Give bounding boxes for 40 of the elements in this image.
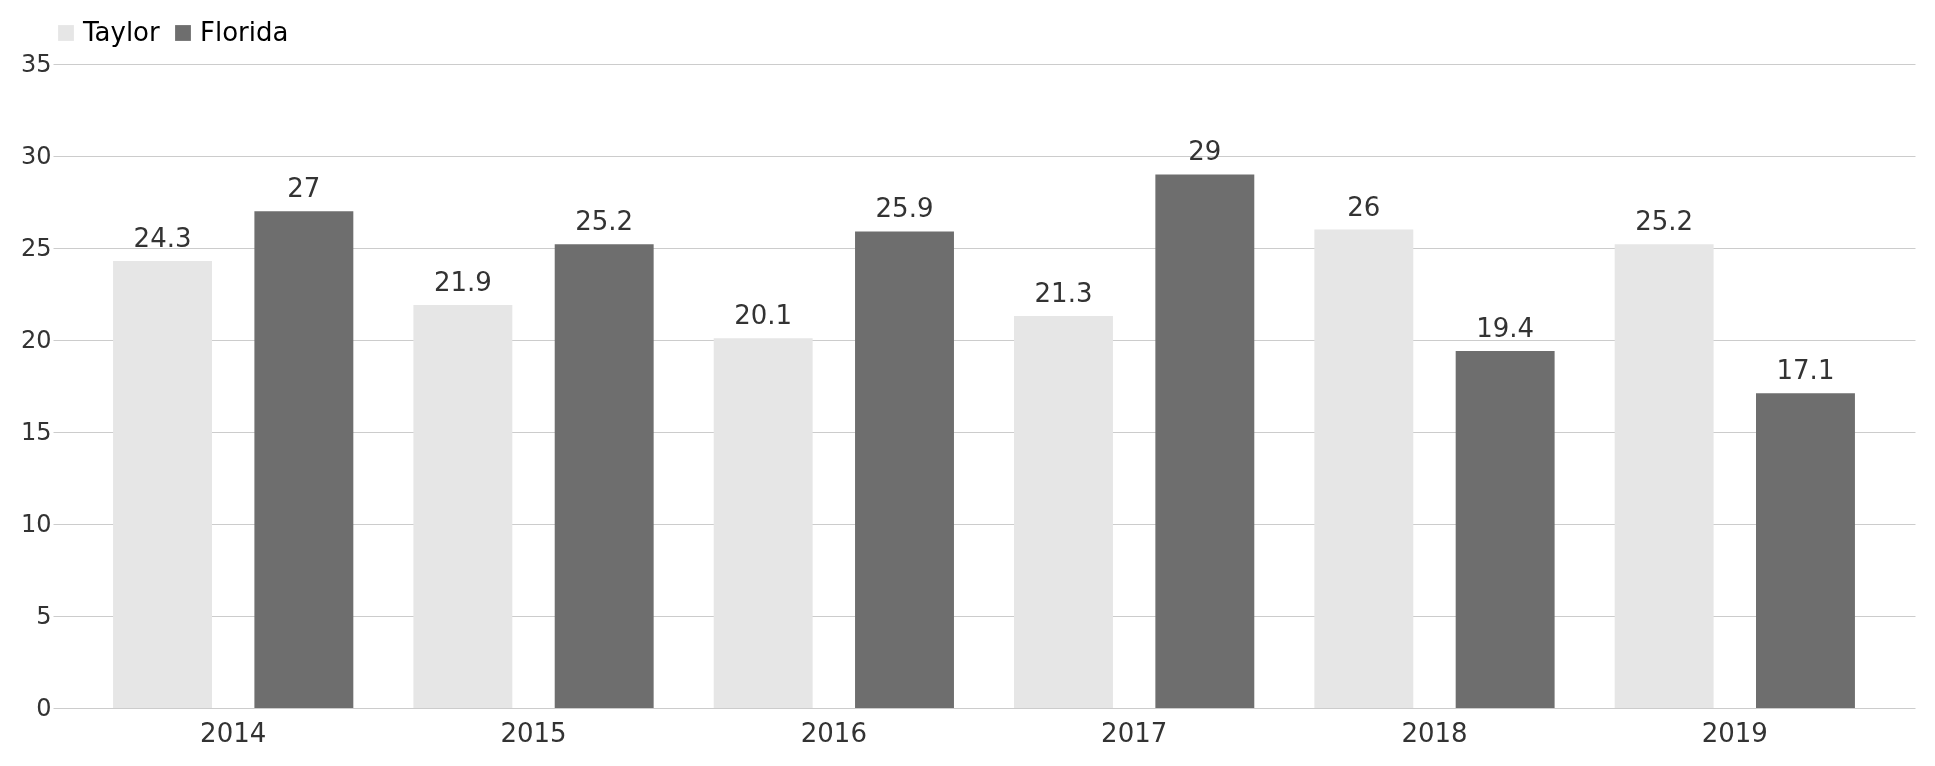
x-tick-label: 2017: [1101, 717, 1168, 748]
x-tick-label: 2019: [1701, 717, 1768, 748]
bar: [1314, 229, 1414, 708]
y-tick-label: 20: [20, 325, 52, 354]
legend-label: Florida: [200, 17, 289, 47]
data-label: 27: [287, 173, 321, 204]
bar: [1455, 351, 1555, 708]
bar: [413, 305, 513, 708]
bar: [1155, 174, 1255, 708]
legend-label: Taylor: [82, 17, 161, 47]
data-label: 24.3: [133, 222, 192, 253]
y-tick-label: 10: [20, 509, 52, 538]
data-label: 26: [1347, 191, 1381, 222]
x-tick-label: 2016: [800, 717, 867, 748]
data-label: 25.2: [575, 206, 634, 237]
bar: [254, 211, 354, 708]
data-label: 25.9: [875, 193, 934, 224]
y-tick-label: 25: [20, 233, 52, 262]
x-tick-label: 2018: [1401, 717, 1468, 748]
y-tick-label: 0: [36, 693, 52, 722]
bar: [113, 260, 212, 708]
y-tick-label: 5: [36, 601, 52, 630]
bar: [554, 244, 654, 708]
data-label: 17.1: [1776, 355, 1835, 386]
data-label: 21.9: [433, 267, 492, 298]
bar: [1756, 393, 1855, 708]
x-tick-label: 2014: [200, 717, 267, 748]
data-label: 21.3: [1034, 278, 1093, 309]
data-label: 20.1: [734, 300, 793, 331]
bar: [713, 338, 813, 708]
x-tick-label: 2015: [500, 717, 567, 748]
data-label: 19.4: [1476, 313, 1535, 344]
bar: [1014, 316, 1113, 708]
bar: [855, 231, 954, 708]
y-tick-label: 35: [20, 49, 52, 78]
data-label: 29: [1188, 136, 1222, 167]
y-tick-label: 15: [20, 417, 52, 446]
data-label: 25.2: [1635, 206, 1694, 237]
y-tick-label: 30: [20, 141, 52, 170]
bar: [1614, 244, 1714, 708]
